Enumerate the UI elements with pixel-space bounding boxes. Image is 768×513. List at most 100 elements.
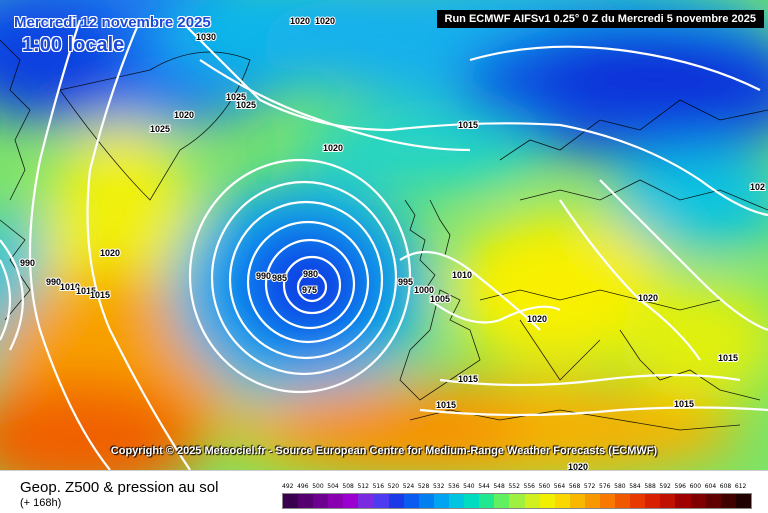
legend-swatch [343,494,359,508]
legend-swatch [690,494,706,508]
legend-swatch [464,494,480,508]
copyright-notice: Copyright © 2025 Meteociel.fr - Source E… [110,445,658,457]
legend-value: 560 [538,483,551,490]
pressure-label: 985 [272,273,287,283]
legend-value: 604 [704,483,717,490]
pressure-label: 102 [750,182,765,192]
legend-value: 504 [327,483,339,490]
legend-swatch [388,494,404,508]
pressure-label: 1015 [76,286,96,296]
footer: Geop. Z500 & pression au sol (+ 168h) 49… [0,470,768,513]
legend-value: 612 [734,483,747,490]
product-title: Geop. Z500 & pression au sol [20,479,219,496]
forecast-local-time: 1:00 locale [22,34,125,56]
pressure-label: 1015 [458,374,478,384]
legend-value: 496 [297,483,309,490]
lead-time: (+ 168h) [20,497,62,509]
legend-swatch [569,494,585,508]
legend-value: 608 [719,483,732,490]
legend-swatch [720,494,736,508]
legend-value: 580 [614,483,626,490]
legend-color-scale [282,493,752,509]
pressure-label: 1015 [674,399,694,409]
legend-swatch [403,494,419,508]
pressure-label: 1020 [290,16,310,26]
legend-value: 584 [629,483,641,490]
legend-swatch [449,494,465,508]
legend-swatch [479,494,495,508]
pressure-label: 1020 [323,143,343,153]
legend-swatch [298,494,314,508]
legend-value: 600 [689,483,702,490]
legend-swatch [675,494,691,508]
legend-value: 568 [568,483,581,490]
legend-swatch [645,494,661,508]
pressure-label: 1020 [527,314,547,324]
legend-swatch [524,494,540,508]
legend-value: 512 [357,483,369,490]
pressure-label: 1010 [60,282,80,292]
legend-value: 596 [674,483,686,490]
legend-swatch [283,494,299,508]
pressure-label: 1020 [315,16,335,26]
legend-swatch [735,494,751,508]
legend-value: 588 [644,483,656,490]
pressure-label: 1000 [414,285,434,295]
legend-value: 572 [583,483,596,490]
pressure-label: 1015 [436,400,456,410]
legend-value: 492 [282,483,294,490]
run-info: Run ECMWF AIFSv1 0.25° 0 Z du Mercredi 5… [436,10,764,28]
pressure-label: 990 [46,277,61,287]
legend-value: 556 [523,483,535,490]
legend-swatch [584,494,600,508]
legend-value: 544 [478,483,490,490]
pressure-label: 1025 [226,92,246,102]
legend-value: 520 [387,483,400,490]
legend-swatch [313,494,329,508]
legend-value: 564 [553,483,566,490]
pressure-label: 1020 [174,110,194,120]
pressure-label: 1005 [430,294,450,304]
pressure-label: 995 [398,277,413,287]
pressure-label: 980 [303,269,318,279]
pressure-label: 1010 [452,270,472,280]
forecast-date: Mercredi 12 novembre 2025 [14,14,211,31]
pressure-label: 1020 [100,248,120,258]
legend-swatch [509,494,525,508]
legend-value: 536 [448,483,460,490]
pressure-label: 1020 [638,293,658,303]
pressure-label: 1015 [718,353,738,363]
legend-swatch [599,494,616,508]
pressure-label: 975 [302,285,317,295]
legend-swatch [539,494,555,508]
legend-swatch [630,494,646,508]
legend-value: 524 [402,483,415,490]
legend-value: 552 [508,483,520,490]
legend-swatch [615,494,631,508]
pressure-label: 990 [256,271,271,281]
legend-value: 592 [659,483,671,490]
legend-swatch [494,494,510,508]
legend-value: 548 [493,483,505,490]
pressure-label: 1025 [150,124,170,134]
pressure-label: 990 [20,258,35,268]
legend-value: 528 [417,483,430,490]
legend-values: 492 496 500 504 508 512 516 520 524 528 532 536 540 5… [282,483,750,492]
pressure-label: 1020 [568,462,588,470]
weather-map: 1030 1020 1020 1025 1025 1020 1025 1020 … [0,0,768,470]
legend-swatch [433,494,450,508]
legend-swatch [418,494,434,508]
legend-swatch [358,494,374,508]
legend-swatch [554,494,570,508]
legend-value: 540 [463,483,475,490]
pressure-label: 1015 [458,120,478,130]
legend-swatch [705,494,721,508]
legend-value: 532 [432,483,445,490]
legend-swatch [373,494,389,508]
legend-value: 508 [342,483,354,490]
legend-value: 500 [312,483,324,490]
legend-swatch [328,494,344,508]
legend-value: 516 [372,483,385,490]
pressure-label: 1025 [236,100,256,110]
pressure-label: 1030 [196,32,216,42]
